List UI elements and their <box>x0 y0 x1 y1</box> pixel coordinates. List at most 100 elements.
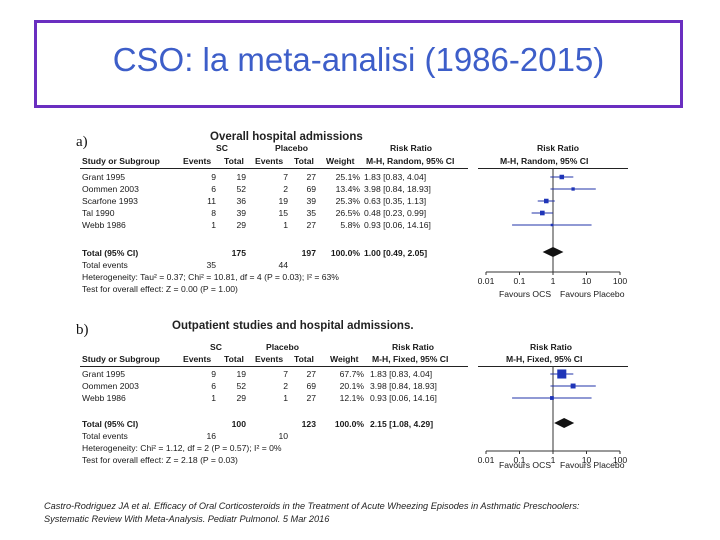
risk-ratio-ci: 3.98 [0.84, 18.93] <box>364 184 431 194</box>
panel-a-col-events1: Events <box>183 156 212 166</box>
panel-a-total-t2: 197 <box>301 248 316 258</box>
events-sc: 8 <box>211 208 216 218</box>
total-placebo: 27 <box>306 172 316 182</box>
total-placebo: 39 <box>306 196 316 206</box>
panel-a-total-t1: 175 <box>231 248 246 258</box>
panel-a-total-weight: 100.0% <box>330 248 360 258</box>
axis-tick-label: 10 <box>581 455 592 465</box>
panel-a-col-rr-plot: M-H, Random, 95% CI <box>500 156 589 166</box>
panel-a-overall-effect: Test for overall effect: Z = 0.00 (P = 1… <box>82 284 238 294</box>
title-box: CSO: la meta-analisi (1986-2015) <box>34 20 683 108</box>
total-sc: 52 <box>236 184 246 194</box>
panel-b-favours-right: Favours Placebo <box>560 460 625 470</box>
panel-a-favours-left: Favours OCS <box>499 289 552 299</box>
panel-b-rr-header: Risk Ratio <box>392 342 435 352</box>
events-sc: 6 <box>211 381 216 391</box>
panel-a-favours-right: Favours Placebo <box>560 289 625 299</box>
total-placebo: 27 <box>306 369 316 379</box>
panel-a-col-weight: Weight <box>326 156 355 166</box>
total-diamond <box>554 418 575 428</box>
weight: 26.5% <box>335 208 360 218</box>
risk-ratio-ci: 3.98 [0.84, 18.93] <box>370 381 437 391</box>
panel-b-rr-header-plot: Risk Ratio <box>530 342 573 352</box>
panel-a-col-study: Study or Subgroup <box>82 156 160 166</box>
panel-b-col-events2: Events <box>255 354 284 364</box>
study-name: Webb 1986 <box>82 393 126 403</box>
panel-b-col-total1: Total <box>224 354 244 364</box>
total-sc: 19 <box>236 172 246 182</box>
citation-line-2: Systematic Review With Meta-Analysis. Pe… <box>44 514 330 524</box>
study-marker <box>550 223 554 227</box>
total-placebo: 27 <box>306 220 316 230</box>
panel-b-col-rr: M-H, Fixed, 95% CI <box>372 354 449 364</box>
study-name: Tal 1990 <box>82 208 115 218</box>
panel-b-title: Outpatient studies and hospital admissio… <box>172 320 414 332</box>
study-marker <box>557 369 567 379</box>
total-sc: 29 <box>236 220 246 230</box>
study-marker <box>570 383 576 389</box>
citation-line-1: Castro-Rodriguez JA et al. Efficacy of O… <box>44 501 580 511</box>
panel-b-col-rr-plot: M-H, Fixed, 95% CI <box>506 354 583 364</box>
total-placebo: 69 <box>306 184 316 194</box>
events-sc: 11 <box>207 196 216 206</box>
axis-tick-label: 1 <box>550 455 556 465</box>
panel-b-total-rr: 2.15 [1.08, 4.29] <box>370 419 434 429</box>
panel-b-group1: SC <box>210 342 222 352</box>
events-sc: 9 <box>211 172 216 182</box>
panel-a-events-2: 44 <box>278 260 288 270</box>
study-marker <box>544 198 549 204</box>
panel-b-events-label: Total events <box>82 431 128 441</box>
weight: 25.1% <box>335 172 360 182</box>
risk-ratio-ci: 1.83 [0.83, 4.04] <box>364 172 427 182</box>
weight: 67.7% <box>339 369 364 379</box>
citation: Castro-Rodriguez JA et al. Efficacy of O… <box>44 500 694 526</box>
panel-b-total-t1: 100 <box>231 419 246 429</box>
events-sc: 1 <box>211 220 216 230</box>
risk-ratio-ci: 0.93 [0.06, 14.16] <box>364 220 431 230</box>
total-sc: 36 <box>236 196 246 206</box>
events-placebo: 1 <box>283 220 288 230</box>
panel-a-total-rr: 1.00 [0.49, 2.05] <box>364 248 428 258</box>
slide-title: CSO: la meta-analisi (1986-2015) <box>112 41 605 78</box>
total-placebo: 27 <box>306 393 316 403</box>
total-placebo: 69 <box>306 381 316 391</box>
study-name: Grant 1995 <box>82 369 125 379</box>
study-name: Oommen 2003 <box>82 381 139 391</box>
risk-ratio-ci: 0.48 [0.23, 0.99] <box>364 208 427 218</box>
total-placebo: 35 <box>306 208 316 218</box>
panel-b-forest-plot <box>485 366 621 454</box>
panel-a-forest-plot <box>485 168 621 275</box>
panel-a-rr-header-plot: Risk Ratio <box>537 143 580 153</box>
panel-b-total-t2: 123 <box>301 419 316 429</box>
axis-tick-label: 0.1 <box>513 276 526 286</box>
panel-b-label: b) <box>76 322 89 338</box>
panel-a-events-label: Total events <box>82 260 128 270</box>
panel-b-total-weight: 100.0% <box>334 419 364 429</box>
panel-a-header-rule <box>80 168 468 169</box>
events-sc: 1 <box>211 393 216 403</box>
panel-a-col-total1: Total <box>224 156 244 166</box>
axis-tick-label: 100 <box>612 276 628 286</box>
total-sc: 52 <box>236 381 246 391</box>
events-placebo: 1 <box>283 393 288 403</box>
total-sc: 29 <box>236 393 246 403</box>
events-sc: 9 <box>211 369 216 379</box>
panel-b-events-1: 16 <box>206 431 216 441</box>
study-marker <box>559 174 565 180</box>
panel-a-group2: Placebo <box>275 143 308 153</box>
panel-b-favours-left: Favours OCS <box>499 460 552 470</box>
axis-tick-label: 100 <box>612 455 628 465</box>
panel-a-title: Overall hospital admissions <box>210 131 363 143</box>
panel-b-header-rule <box>80 366 468 367</box>
panel-b-heterogeneity: Heterogeneity: Chi² = 1.12, df = 2 (P = … <box>82 443 282 453</box>
panel-a-rr-header: Risk Ratio <box>390 143 433 153</box>
weight: 12.1% <box>339 393 364 403</box>
panel-b-total-label: Total (95% CI) <box>82 419 139 429</box>
weight: 5.8% <box>340 220 360 230</box>
axis-tick-label: 1 <box>550 276 556 286</box>
panel-a-heterogeneity: Heterogeneity: Tau² = 0.37; Chi² = 10.81… <box>82 272 339 282</box>
total-sc: 39 <box>236 208 246 218</box>
weight: 20.1% <box>339 381 364 391</box>
panel-b-events-2: 10 <box>278 431 288 441</box>
panel-a-col-rr: M-H, Random, 95% CI <box>366 156 455 166</box>
